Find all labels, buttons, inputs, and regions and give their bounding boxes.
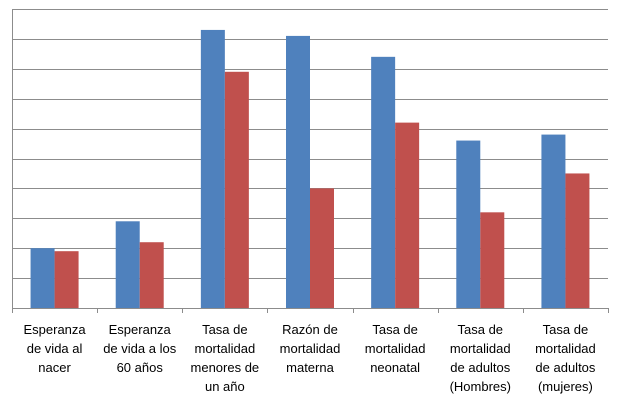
x-tick-label: Esperanza de vida al nacer <box>23 322 86 375</box>
x-tick-label-line: Razón de <box>282 322 338 337</box>
x-tick-label-line: de adultos <box>450 360 510 375</box>
x-tick-label-line: un año <box>205 379 245 394</box>
x-tick-label-line: de vida a los <box>103 341 176 356</box>
bars <box>30 29 590 309</box>
x-tick-label-line: (Hombres) <box>450 379 511 394</box>
x-tick-label-line: mortalidad <box>535 341 596 356</box>
x-tick-label-line: de adultos <box>535 360 595 375</box>
bar-series-2-category-4 <box>310 188 334 308</box>
x-tick-label: Esperanza de vida a los 60 años <box>103 322 176 375</box>
x-tick-label: Tasa de mortalidad de adultos (Hombres) <box>450 322 511 394</box>
category-labels: Esperanza de vida al nacer Esperanza de vida… <box>23 322 595 394</box>
x-tick-label-line: nacer <box>38 360 71 375</box>
bar-series-2-category-1 <box>54 251 79 308</box>
x-tick-label-line: Tasa de <box>202 322 248 337</box>
x-tick-label-line: 60 años <box>117 360 164 375</box>
bar-series-2-category-3 <box>224 71 249 308</box>
bar-series-1-category-4 <box>286 35 310 308</box>
x-tick-label-line: (mujeres) <box>538 379 593 394</box>
x-tick-label: Tasa de mortalidad menores de un año <box>191 322 260 394</box>
x-tick-label-line: de vida al <box>27 341 83 356</box>
bar-series-1-category-3 <box>200 29 225 309</box>
x-tick-label-line: Esperanza <box>109 322 172 337</box>
bar-series-2-category-7 <box>565 173 590 308</box>
bar-series-2-category-5 <box>395 122 420 309</box>
x-tick-label-line: mortalidad <box>450 341 511 356</box>
x-tick-label-line: Tasa de <box>458 322 504 337</box>
x-tick-label: Tasa de mortalidad neonatal <box>365 322 426 375</box>
x-tick-label-line: mortalidad <box>195 341 256 356</box>
x-tick-label: Tasa de mortalidad de adultos (mujeres) <box>535 322 596 394</box>
bar-series-2-category-2 <box>139 242 164 308</box>
x-tick-label-line: mortalidad <box>280 341 341 356</box>
bar-series-1-category-5 <box>371 56 396 309</box>
bar-series-1-category-1 <box>30 248 55 308</box>
x-tick-label-line: materna <box>286 360 334 375</box>
x-tick-label-line: neonatal <box>370 360 420 375</box>
x-tick-label-line: menores de <box>191 360 260 375</box>
x-tick-label-line: Esperanza <box>23 322 86 337</box>
axes <box>12 9 609 313</box>
bar-series-1-category-6 <box>456 140 481 308</box>
x-tick-label: Razón de mortalidad materna <box>280 322 341 375</box>
bar-series-2-category-6 <box>480 212 505 308</box>
x-tick-label-line: Tasa de <box>543 322 589 337</box>
bar-series-1-category-2 <box>115 221 140 308</box>
x-tick-label-line: mortalidad <box>365 341 426 356</box>
x-tick-label-line: Tasa de <box>372 322 418 337</box>
bar-series-1-category-7 <box>541 134 566 308</box>
